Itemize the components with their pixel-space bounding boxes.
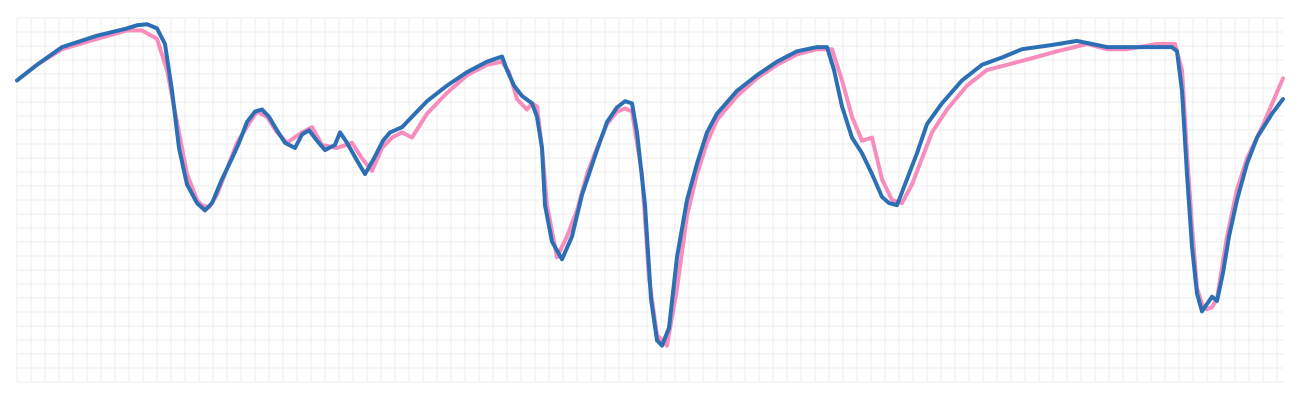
grid-lines: [16, 17, 1283, 383]
series-lines: [15, 22, 1285, 348]
series-line-2: [15, 22, 1285, 348]
